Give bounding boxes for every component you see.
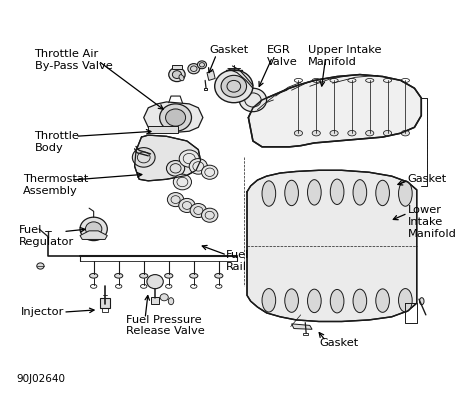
Polygon shape	[80, 231, 107, 239]
Ellipse shape	[312, 130, 320, 136]
Bar	[204, 88, 208, 90]
Circle shape	[239, 88, 266, 112]
Ellipse shape	[285, 289, 299, 312]
Text: Throttle
Body: Throttle Body	[35, 131, 79, 153]
Ellipse shape	[115, 274, 123, 278]
Circle shape	[160, 294, 168, 301]
Circle shape	[188, 63, 200, 74]
Ellipse shape	[348, 130, 356, 136]
Polygon shape	[144, 102, 203, 133]
Circle shape	[215, 70, 253, 103]
Text: Gasket: Gasket	[408, 174, 447, 184]
Ellipse shape	[262, 289, 276, 312]
Ellipse shape	[308, 289, 321, 313]
Ellipse shape	[383, 130, 392, 136]
Ellipse shape	[215, 274, 223, 278]
Ellipse shape	[179, 74, 184, 81]
Bar	[151, 297, 159, 304]
Circle shape	[197, 61, 207, 69]
Text: Fuel
Rail: Fuel Rail	[226, 250, 249, 272]
Ellipse shape	[190, 274, 198, 278]
Circle shape	[201, 165, 218, 179]
Text: Injector: Injector	[21, 307, 64, 317]
Text: 90J02640: 90J02640	[16, 374, 65, 384]
Ellipse shape	[168, 298, 174, 305]
Text: Fuel
Regulator: Fuel Regulator	[18, 225, 74, 247]
Ellipse shape	[376, 289, 390, 312]
Bar	[172, 65, 182, 69]
Ellipse shape	[140, 274, 148, 278]
Circle shape	[169, 68, 185, 81]
Ellipse shape	[399, 289, 412, 312]
Circle shape	[165, 109, 186, 126]
Ellipse shape	[399, 181, 412, 206]
Polygon shape	[207, 71, 215, 81]
Polygon shape	[135, 135, 201, 181]
Polygon shape	[247, 170, 417, 322]
Circle shape	[37, 263, 44, 269]
Circle shape	[166, 160, 185, 176]
Ellipse shape	[294, 130, 302, 136]
Circle shape	[147, 275, 163, 289]
Circle shape	[190, 204, 207, 218]
Bar	[148, 126, 178, 133]
Circle shape	[201, 208, 218, 222]
Text: Lower
Intake
Manifold: Lower Intake Manifold	[408, 206, 456, 239]
Circle shape	[179, 150, 199, 167]
Circle shape	[179, 199, 195, 212]
Circle shape	[80, 217, 107, 241]
Polygon shape	[292, 324, 312, 329]
Text: EGR
Valve: EGR Valve	[266, 45, 297, 67]
Bar	[303, 333, 308, 335]
Circle shape	[85, 222, 102, 236]
Ellipse shape	[330, 179, 344, 204]
Ellipse shape	[401, 130, 410, 136]
Circle shape	[167, 193, 184, 207]
Text: Gasket: Gasket	[210, 45, 249, 55]
Circle shape	[221, 75, 246, 97]
Bar	[102, 308, 108, 312]
Ellipse shape	[330, 289, 344, 313]
Ellipse shape	[353, 289, 367, 313]
Text: Gasket: Gasket	[319, 338, 358, 348]
Circle shape	[173, 71, 182, 79]
Ellipse shape	[365, 130, 374, 136]
Text: Upper Intake
Manifold: Upper Intake Manifold	[308, 45, 381, 67]
Polygon shape	[248, 74, 421, 147]
Ellipse shape	[285, 180, 299, 206]
Circle shape	[173, 174, 191, 190]
Ellipse shape	[376, 180, 390, 206]
Circle shape	[132, 148, 155, 167]
Circle shape	[160, 104, 191, 131]
Bar	[100, 298, 109, 308]
Ellipse shape	[262, 181, 276, 206]
Text: Fuel Pressure
Release Valve: Fuel Pressure Release Valve	[126, 315, 204, 337]
Ellipse shape	[419, 298, 424, 305]
Ellipse shape	[330, 130, 338, 136]
Ellipse shape	[164, 274, 173, 278]
Text: Throttle Air
By-Pass Valve: Throttle Air By-Pass Valve	[35, 49, 112, 71]
Ellipse shape	[308, 179, 321, 205]
Ellipse shape	[90, 274, 98, 278]
Ellipse shape	[353, 179, 367, 205]
Text: Thermostat
Assembly: Thermostat Assembly	[23, 174, 89, 196]
Circle shape	[189, 159, 208, 174]
